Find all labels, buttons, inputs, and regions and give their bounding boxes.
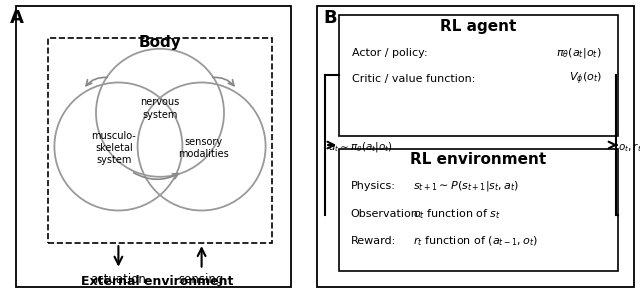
Text: $\pi_\theta(a_t|o_t)$: $\pi_\theta(a_t|o_t)$ [556, 46, 602, 60]
Text: sensory
modalities: sensory modalities [178, 137, 229, 159]
Text: Reward:: Reward: [351, 236, 396, 246]
Text: RL agent: RL agent [440, 19, 516, 34]
Text: Actor / policy:: Actor / policy: [352, 48, 428, 58]
Text: nervous
system: nervous system [140, 97, 180, 120]
Bar [317, 6, 634, 287]
Text: $o_t, r_t$: $o_t, r_t$ [618, 141, 640, 154]
Text: $r_t$ function of $(a_{t-1}, o_t)$: $r_t$ function of $(a_{t-1}, o_t)$ [413, 234, 538, 248]
Text: Observation:: Observation: [351, 209, 422, 219]
Text: Physics:: Physics: [351, 181, 396, 191]
Text: Critic / value function:: Critic / value function: [352, 74, 476, 84]
Text: External environment: External environment [81, 275, 233, 288]
Text: A: A [10, 9, 24, 27]
Bar [48, 38, 272, 243]
Bar [16, 6, 291, 287]
Text: actuation: actuation [90, 273, 147, 286]
Text: Body: Body [139, 35, 181, 50]
Text: B: B [323, 9, 337, 27]
Text: $s_{t+1} \sim P(s_{t+1}|s_t, a_t)$: $s_{t+1} \sim P(s_{t+1}|s_t, a_t)$ [413, 179, 519, 193]
Text: $V_\phi(o_t)$: $V_\phi(o_t)$ [568, 71, 602, 87]
Text: $a_t \sim \pi_\theta(a_t|o_t)$: $a_t \sim \pi_\theta(a_t|o_t)$ [328, 140, 392, 154]
Bar [339, 15, 618, 136]
Text: sensing: sensing [179, 273, 224, 286]
Text: $o_t$ function of $s_t$: $o_t$ function of $s_t$ [413, 207, 501, 221]
Bar [339, 149, 618, 271]
Text: musculo-
skeletal
system: musculo- skeletal system [92, 131, 136, 165]
Text: RL environment: RL environment [410, 152, 546, 167]
